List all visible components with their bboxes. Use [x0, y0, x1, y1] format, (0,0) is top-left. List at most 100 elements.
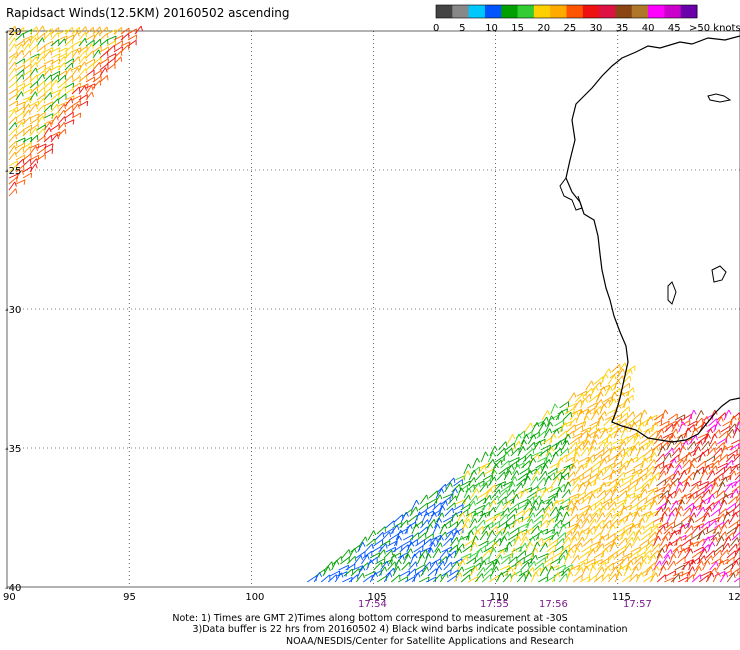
colorbar-label: 25 [564, 23, 577, 34]
wind-barb-flag [480, 548, 484, 554]
wind-barb-flag [380, 562, 383, 568]
wind-barb [605, 533, 616, 541]
wind-barb [113, 50, 122, 59]
wind-barb-flag [578, 524, 581, 530]
wind-barb-flag [663, 470, 667, 476]
wind-barb-flag [680, 506, 684, 511]
wind-barb-flag [594, 518, 597, 524]
wind-barb-flag [613, 398, 617, 404]
wind-barb-flag [576, 514, 579, 520]
wind-barb-flag [70, 67, 73, 73]
wind-barb-flag [717, 571, 721, 577]
wind-barb [383, 528, 394, 535]
wind-barb-flag [647, 483, 650, 489]
wind-barb [577, 482, 584, 493]
wind-barb [50, 103, 58, 113]
wind-barb-flag [500, 459, 503, 465]
wind-barb-flag [702, 506, 706, 512]
wind-barb-flag [51, 143, 54, 149]
wind-barb [587, 493, 594, 505]
wind-barb [692, 446, 699, 457]
wind-barb [22, 136, 32, 143]
wind-barb-flag [450, 538, 453, 544]
wind-barb-flag [483, 567, 486, 573]
wind-barb [604, 539, 615, 547]
wind-barb [85, 63, 94, 71]
wind-barb [682, 507, 691, 517]
wind-barb [449, 488, 456, 499]
wind-barb [547, 515, 558, 523]
wind-barb [626, 457, 632, 469]
wind-barb-flag [681, 499, 685, 505]
wind-barb [609, 496, 618, 505]
wind-barb-flag [601, 416, 605, 421]
wind-barb [436, 535, 442, 547]
wind-barb-flag [617, 379, 622, 385]
wind-barb [636, 445, 643, 457]
wind-barb [531, 470, 538, 481]
wind-barb [15, 58, 25, 65]
wind-barb [22, 35, 33, 41]
wind-barb-flag [702, 499, 706, 505]
colorbar-swatch [599, 5, 616, 18]
wind-barb [561, 465, 570, 475]
wind-barb [676, 556, 686, 565]
wind-barb [735, 546, 740, 553]
wind-barb [638, 513, 647, 523]
wind-barb-flag [730, 466, 732, 472]
wind-barb [633, 507, 642, 517]
wind-barb-flag [56, 134, 59, 140]
wind-barb [540, 416, 548, 427]
wind-barb-flag [602, 512, 606, 518]
wind-barb [8, 67, 16, 77]
wind-barb [615, 448, 625, 457]
wind-barb [481, 574, 491, 583]
wind-barb [576, 390, 587, 397]
wind-barb-flag [596, 561, 600, 567]
wind-barb [22, 97, 30, 107]
wind-barb-flag [661, 548, 665, 554]
wind-barb-flag [484, 465, 487, 471]
wind-barb [437, 505, 444, 517]
wind-barb [541, 410, 549, 421]
wind-barb [673, 418, 682, 427]
wind-barb [647, 531, 656, 541]
wind-barb [704, 555, 712, 565]
wind-barb-flag [679, 464, 683, 470]
wind-barb-flag [114, 35, 117, 42]
wind-barb-flag [599, 381, 602, 387]
wind-barb [57, 70, 67, 77]
wind-barb-flag [614, 541, 618, 547]
wind-barb [706, 470, 714, 481]
wind-barb-flag [679, 488, 682, 494]
wind-barb [731, 485, 740, 493]
wind-barb [347, 555, 356, 565]
wind-barb-flag [477, 529, 481, 535]
wind-barb [628, 479, 638, 487]
wind-barb-flag [650, 416, 654, 421]
wind-barb [725, 453, 735, 463]
wind-barb [427, 498, 438, 505]
wind-barb-flag [106, 33, 109, 39]
wind-barb-flag [23, 137, 26, 143]
wind-barb [407, 514, 418, 523]
wind-barb [733, 548, 740, 559]
wind-barb [734, 421, 740, 433]
wind-barb [524, 448, 534, 457]
wind-barb [418, 502, 428, 511]
wind-barb-flag [99, 39, 102, 45]
wind-barb [513, 433, 520, 445]
wind-barb [520, 515, 530, 523]
wind-barb [113, 56, 122, 65]
wind-barb [36, 93, 46, 101]
wind-barb [681, 413, 692, 421]
wind-barb-flag [599, 541, 601, 547]
wind-barb [515, 557, 525, 565]
wind-barb-flag [35, 145, 38, 151]
wind-barb-flag [429, 523, 434, 529]
wind-barb [455, 519, 463, 529]
wind-barb [467, 552, 478, 559]
wind-barb [441, 496, 451, 505]
wind-barb [554, 419, 565, 427]
wind-barb [661, 483, 670, 493]
